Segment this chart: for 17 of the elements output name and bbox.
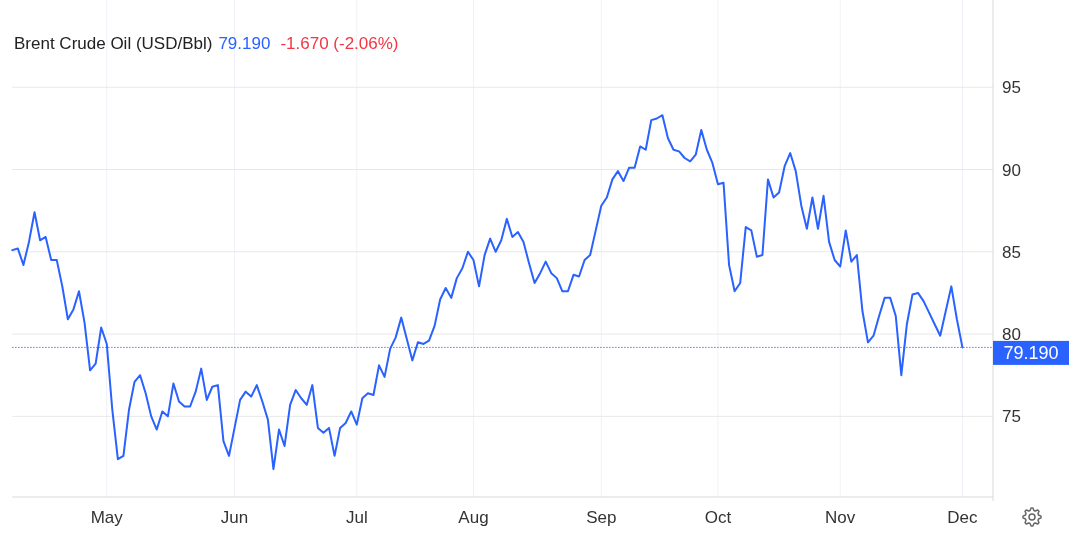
y-tick-label: 95: [1002, 77, 1021, 97]
ref-line-label: 79.190: [1003, 342, 1059, 363]
y-tick-label: 90: [1002, 160, 1021, 180]
x-tick-label: Jun: [220, 507, 249, 527]
x-tick-label: Sep: [586, 507, 617, 527]
x-tick-label: Jul: [345, 507, 368, 527]
x-tick-label: May: [90, 507, 124, 527]
y-tick-label: 80: [1002, 324, 1021, 344]
text: Brent Crude Oil (USD/Bbl): [14, 33, 213, 53]
x-tick-label: Oct: [704, 507, 732, 527]
annotation: -1.670 (-2.06%): [280, 33, 399, 53]
annotation: 79.190: [218, 33, 271, 53]
x-tick-label: Aug: [458, 507, 489, 527]
x-tick-label: Nov: [825, 507, 856, 527]
x-tick-label: Dec: [947, 507, 979, 527]
y-tick-label: 75: [1002, 406, 1021, 426]
y-tick-label: 85: [1002, 242, 1021, 262]
